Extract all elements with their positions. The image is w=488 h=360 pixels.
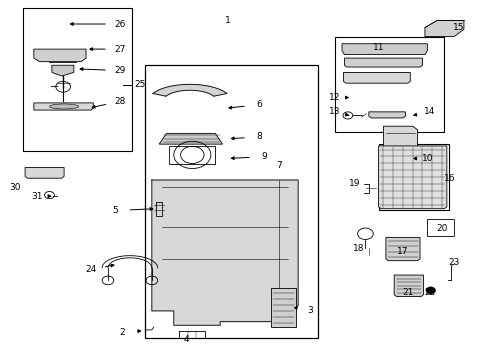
Polygon shape	[52, 65, 74, 76]
Polygon shape	[378, 146, 446, 209]
Text: 18: 18	[353, 244, 364, 253]
Polygon shape	[424, 21, 463, 37]
Polygon shape	[152, 180, 298, 325]
Text: 10: 10	[421, 154, 432, 163]
Bar	[22, 8, 132, 151]
Ellipse shape	[49, 104, 79, 109]
Text: 20: 20	[435, 224, 447, 233]
Text: 23: 23	[447, 258, 459, 267]
Bar	[334, 37, 444, 132]
Text: 1: 1	[224, 16, 230, 25]
Polygon shape	[25, 167, 64, 178]
Bar	[144, 65, 317, 338]
Text: 26: 26	[114, 19, 125, 28]
Text: 27: 27	[114, 45, 125, 54]
Polygon shape	[341, 44, 427, 54]
Text: 12: 12	[328, 93, 340, 102]
Text: 29: 29	[114, 66, 125, 75]
Text: 17: 17	[396, 247, 408, 256]
Polygon shape	[34, 49, 86, 62]
Polygon shape	[385, 237, 419, 261]
Text: 4: 4	[183, 335, 188, 344]
Text: 6: 6	[256, 100, 262, 109]
Text: 7: 7	[275, 161, 281, 170]
Text: 31: 31	[31, 192, 43, 201]
Text: 22: 22	[423, 288, 434, 297]
Bar	[427, 220, 453, 235]
Polygon shape	[393, 275, 423, 297]
Text: 14: 14	[423, 107, 435, 116]
Bar	[168, 146, 215, 164]
Text: 13: 13	[328, 107, 340, 116]
Polygon shape	[343, 72, 409, 83]
Polygon shape	[344, 58, 422, 67]
Text: 19: 19	[348, 179, 359, 188]
Text: 2: 2	[120, 328, 125, 337]
Bar	[378, 144, 448, 211]
Text: 21: 21	[401, 288, 413, 297]
Text: 15: 15	[452, 23, 464, 32]
Circle shape	[425, 287, 435, 294]
Polygon shape	[34, 103, 93, 110]
Text: 25: 25	[134, 81, 145, 90]
Polygon shape	[153, 84, 226, 96]
Polygon shape	[368, 112, 405, 118]
Text: 3: 3	[307, 306, 312, 315]
Polygon shape	[271, 288, 295, 327]
Text: 28: 28	[114, 96, 125, 105]
Text: 9: 9	[261, 152, 266, 161]
Text: 11: 11	[372, 43, 384, 52]
Text: 24: 24	[85, 265, 96, 274]
Text: 5: 5	[112, 206, 118, 215]
Text: 30: 30	[10, 183, 21, 192]
Polygon shape	[159, 134, 222, 144]
Polygon shape	[383, 126, 417, 151]
Text: 8: 8	[256, 132, 262, 141]
Text: 16: 16	[443, 174, 454, 183]
